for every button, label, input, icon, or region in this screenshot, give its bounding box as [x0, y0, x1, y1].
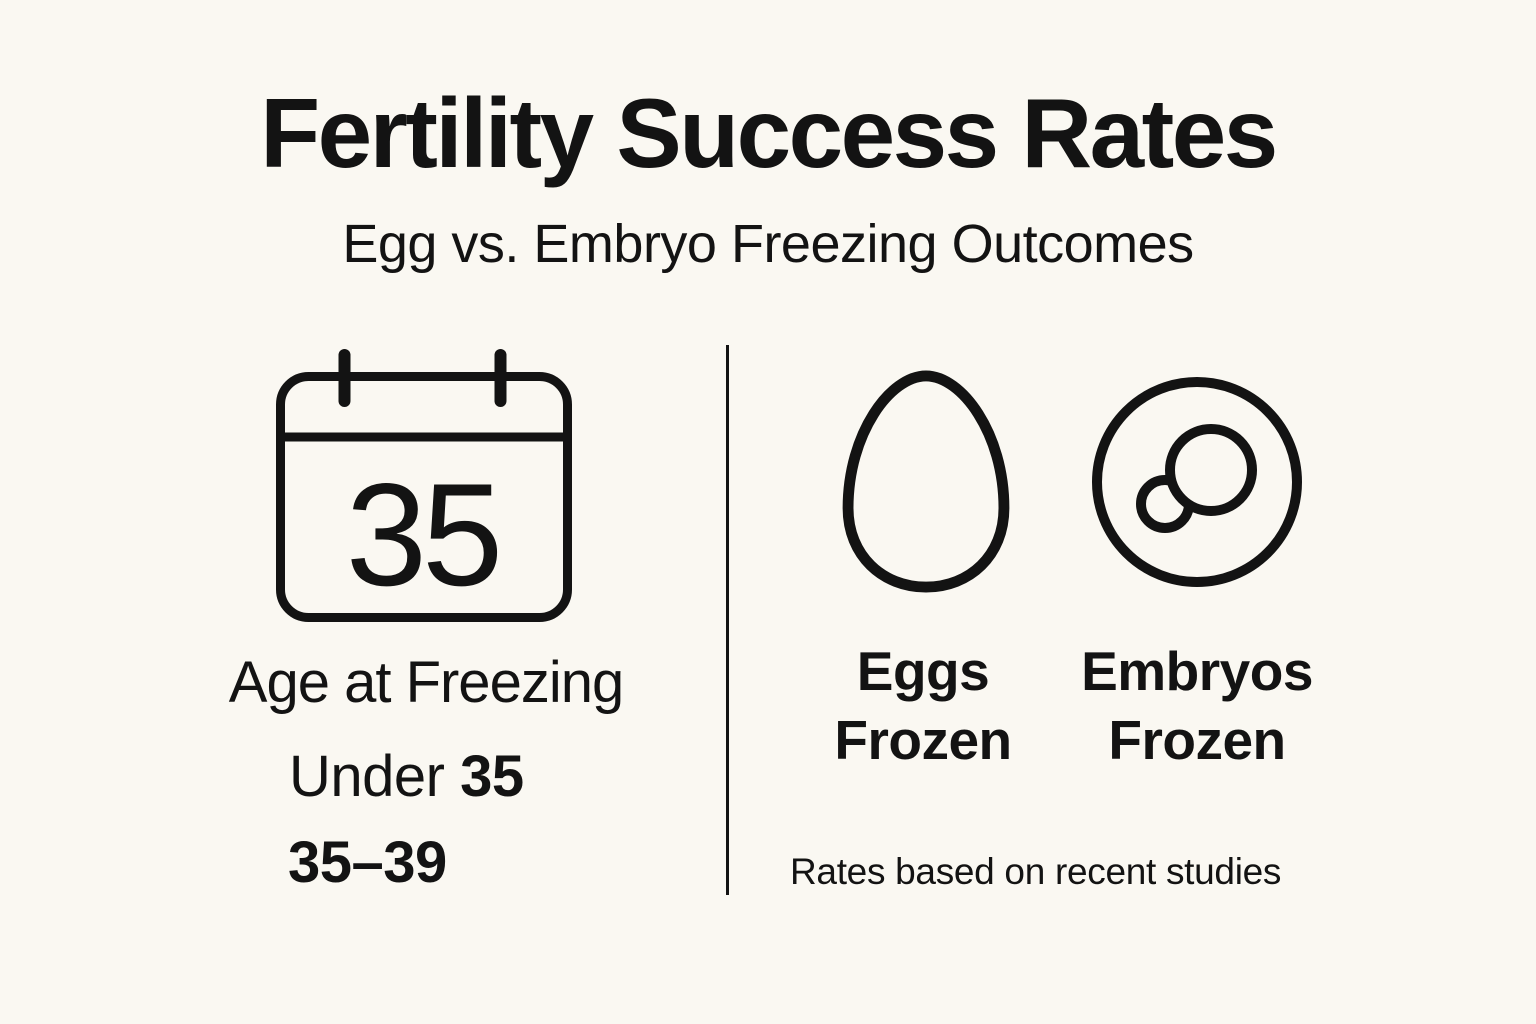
eggs-frozen-line1: Eggs — [856, 640, 990, 702]
page-subtitle: Egg vs. Embryo Freezing Outcomes — [342, 214, 1194, 274]
age-group-under-35: Under 35 — [289, 743, 524, 810]
section-divider — [726, 345, 729, 895]
embryos-frozen-line1: Embryos — [1081, 640, 1313, 702]
calendar-number: 35 — [346, 453, 498, 616]
age-group-value: 35–39 — [288, 830, 447, 895]
age-group-35-39: 35–39 — [288, 829, 447, 896]
age-group-value: 35 — [460, 744, 524, 809]
embryo-large-cell — [1165, 424, 1257, 516]
embryos-frozen-label: Embryos Frozen — [1067, 637, 1327, 775]
page-title: Fertility Success Rates — [260, 78, 1278, 188]
embryos-frozen-line2: Frozen — [1108, 709, 1286, 771]
age-heading: Age at Freezing — [228, 650, 624, 715]
egg-outline — [842, 370, 1010, 593]
age-group-prefix: Under — [289, 744, 461, 809]
eggs-frozen-line2: Frozen — [834, 709, 1012, 771]
calendar-body — [276, 372, 572, 622]
embryo-outer-cell — [1092, 377, 1302, 587]
embryo-icon — [1092, 377, 1302, 587]
footnote: Rates based on recent studies — [790, 851, 1282, 892]
eggs-frozen-label: Eggs Frozen — [793, 637, 1053, 775]
calendar-icon: 35 — [276, 349, 572, 622]
egg-icon — [842, 370, 1010, 593]
